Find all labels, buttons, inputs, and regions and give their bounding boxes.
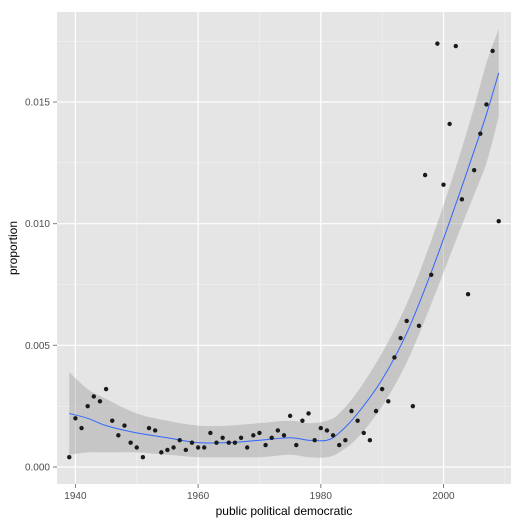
data-point [404,318,409,324]
data-point [416,323,422,329]
data-point [281,433,287,438]
data-point [294,442,299,448]
data-point [447,121,452,127]
y-axis-title: proportion [6,221,20,275]
data-point [220,435,225,440]
data-point [465,292,471,297]
x-tick-label: 2000 [432,491,455,502]
data-point [361,430,366,436]
smooth-line [69,72,500,444]
data-point [244,445,250,450]
data-point [110,418,115,423]
data-point [214,440,219,445]
points-layer [67,41,501,460]
data-point [318,425,324,431]
data-point [422,172,428,178]
data-point [208,430,213,436]
data-point [410,403,416,409]
data-point [343,438,348,443]
data-point [324,428,330,433]
data-point [146,425,152,431]
data-point [269,435,274,440]
data-point [171,445,176,450]
data-point [251,433,256,438]
y-tick-label: 0.010 [25,219,50,230]
data-point [275,428,281,433]
plot-panel [57,12,511,484]
data-point [134,445,139,450]
data-point [337,442,342,448]
data-point [128,440,133,445]
y-tick-label: 0.000 [25,462,50,473]
data-point [379,386,385,392]
grid-major [57,12,511,484]
data-point [263,442,268,448]
data-point [367,438,373,443]
x-axis-title: public political democratic [216,504,353,518]
data-point [300,418,305,423]
x-axis: 1940 1960 1980 2000 [64,484,455,502]
data-point [355,418,360,423]
data-point [386,399,391,404]
data-point [202,445,207,450]
data-point [103,386,109,392]
data-point [484,102,489,107]
data-point [478,131,483,136]
data-point [435,41,440,46]
y-tick-label: 0.015 [25,98,50,109]
x-tick-label: 1980 [310,491,333,502]
data-point [257,430,262,436]
confidence-band [69,29,499,458]
data-point [140,455,146,460]
data-point [306,411,311,416]
data-point [67,455,72,460]
data-point [79,425,84,431]
data-point [73,416,78,421]
data-point [373,408,379,414]
data-point [91,394,97,399]
data-point [165,447,170,453]
data-point [459,197,465,202]
x-tick-label: 1960 [187,491,210,502]
data-point [453,43,458,49]
data-point [189,440,195,445]
data-point [490,48,495,54]
data-point [349,408,354,414]
data-point [85,403,90,409]
data-point [116,433,121,438]
data-point [496,219,501,224]
data-point [471,167,477,173]
data-point [177,438,182,443]
data-point [183,447,189,453]
grid-minor [57,12,511,484]
data-point [152,428,158,433]
data-point [429,272,434,277]
data-point [392,355,397,360]
data-point [287,413,293,419]
data-point [226,440,231,445]
data-point [195,445,201,450]
x-tick-label: 1940 [64,491,87,502]
data-point [330,433,336,438]
data-point [238,435,244,440]
data-point [159,450,164,455]
data-point [232,440,238,445]
data-point [441,182,446,187]
y-axis: 0.000 0.005 0.010 0.015 [25,98,57,473]
data-point [122,423,127,428]
data-point [97,399,103,404]
data-point [312,438,317,443]
data-point [398,335,403,341]
y-tick-label: 0.005 [25,341,50,352]
